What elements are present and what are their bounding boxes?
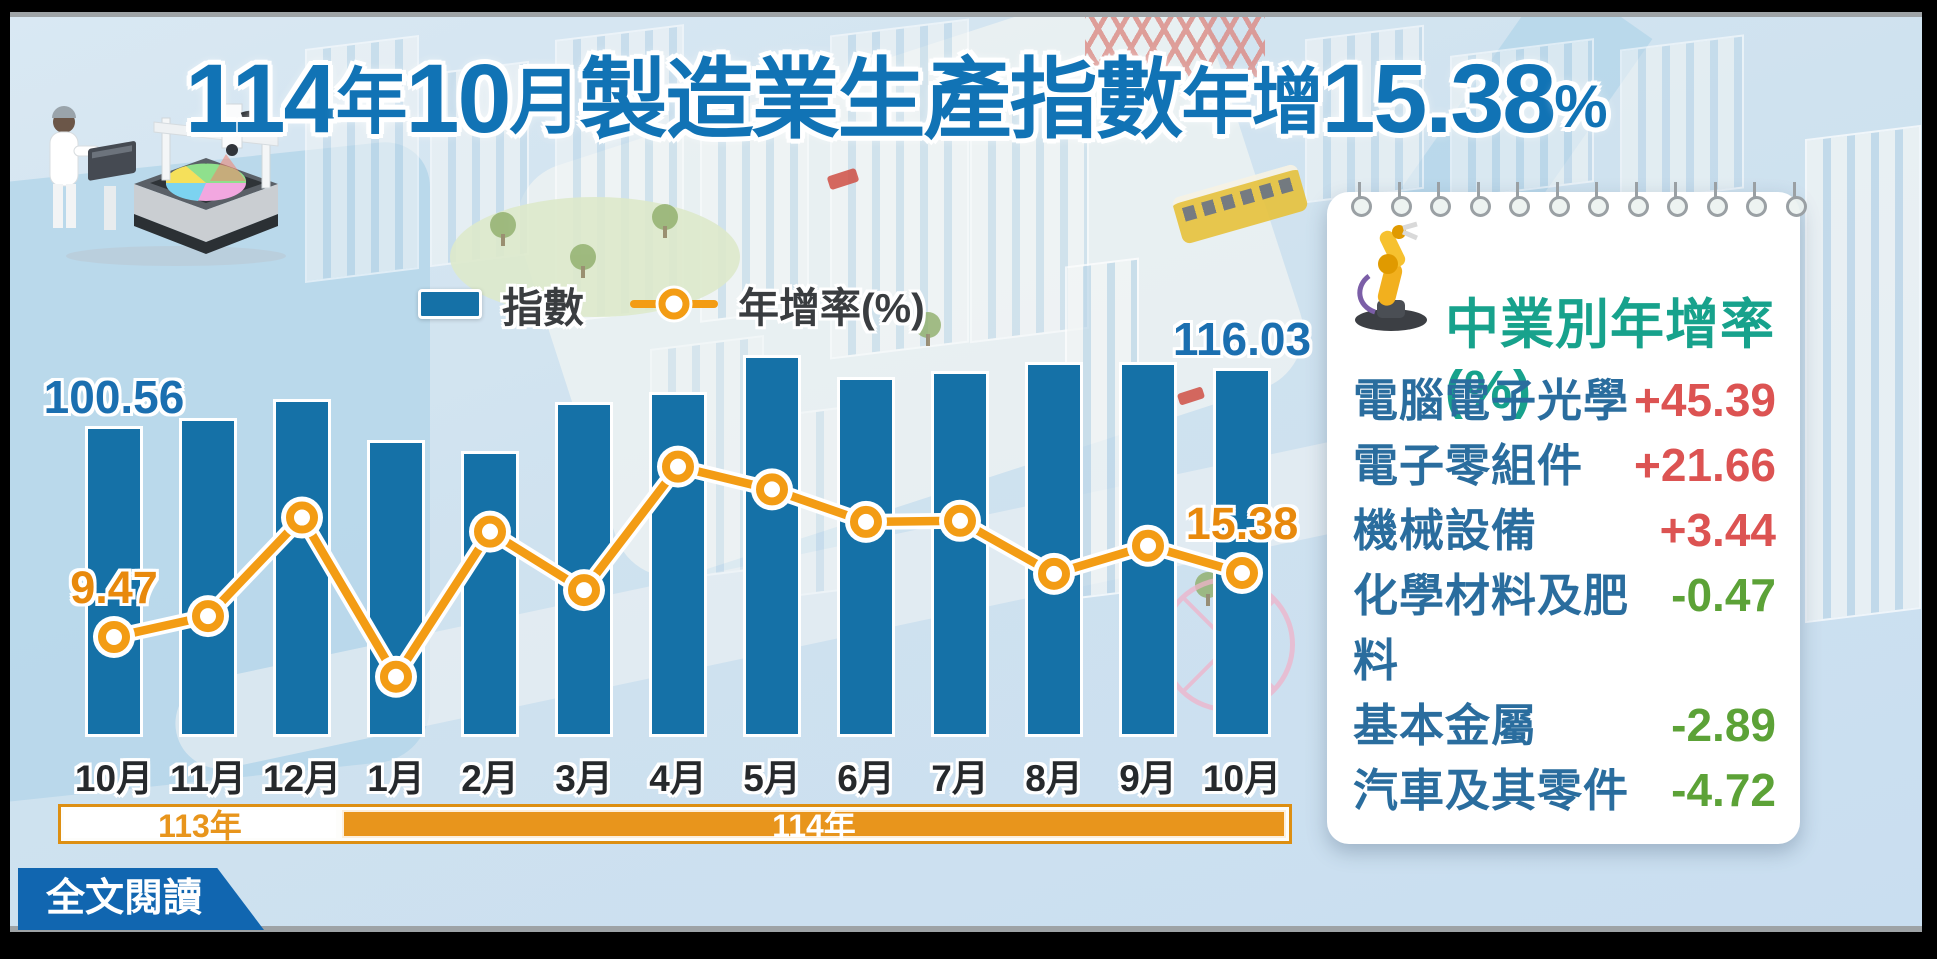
title-segment: 15.38 xyxy=(1321,44,1556,153)
bg-building xyxy=(1805,124,1921,624)
title-segment: 月 xyxy=(509,63,581,143)
title-segment: 製造業生產指數 xyxy=(579,50,1183,149)
notebook-ring xyxy=(1548,182,1570,217)
month-label: 12月 xyxy=(262,758,342,799)
industry-value: -2.89 xyxy=(1671,699,1776,751)
month-label: 10月 xyxy=(1202,758,1282,799)
bar-legend-swatch xyxy=(418,289,482,319)
index-bar-7月 xyxy=(931,371,989,737)
month-label: 6月 xyxy=(837,758,895,799)
yoy-value-label: 9.47 xyxy=(70,562,158,613)
wafer-machine-illustration xyxy=(49,103,286,266)
notebook-ring xyxy=(1430,182,1451,217)
notebook-ring xyxy=(1469,182,1491,217)
month-label: 8月 xyxy=(1025,758,1083,799)
month-label: 4月 xyxy=(649,758,707,799)
title-segment: 年 xyxy=(335,63,408,143)
panel-header: 中業別年增率(%) xyxy=(1445,295,1775,420)
year-axis: 113年 114年 xyxy=(58,804,1292,844)
bar-legend-label: 指數 xyxy=(502,285,584,331)
bg-tree xyxy=(915,312,941,346)
industry-name: 機械設備 xyxy=(1353,505,1538,556)
month-label: 5月 xyxy=(743,758,801,799)
index-bar-9月 xyxy=(1119,362,1177,737)
robot-arm-icon xyxy=(1355,221,1427,331)
industry-row: 化學材料及肥料 -0.47 xyxy=(1353,559,1776,689)
month-label: 2月 xyxy=(461,758,519,799)
industry-name: 電子零組件 xyxy=(1353,440,1584,491)
title-segment: 114 xyxy=(185,44,337,153)
industry-row: 電子零組件 +21.66 xyxy=(1353,429,1776,494)
industry-value: -4.72 xyxy=(1671,764,1776,816)
notebook-ring xyxy=(1509,182,1530,217)
bar-value-label: 116.03 xyxy=(1172,312,1312,365)
read-more-button[interactable]: 全文閱讀 xyxy=(18,868,264,930)
index-bar-12月 xyxy=(273,398,331,737)
page-title: 114 年 10 月製造業生產指數 年增 15.38% xyxy=(185,44,1608,153)
index-bar-1月 xyxy=(367,440,425,737)
industry-row: 基本金屬 -2.89 xyxy=(1353,689,1776,754)
month-label: 11月 xyxy=(169,758,247,799)
industry-name: 電腦電子光學 xyxy=(1353,375,1630,426)
industry-panel: 中業別年增率(%) 電腦電子光學 +45.39 電子零組件 +21.66 機械設備 +3.… xyxy=(1327,182,1807,844)
index-bar-10月 xyxy=(1213,367,1271,737)
bg-tree xyxy=(652,204,678,238)
industry-name: 汽車及其零件 xyxy=(1353,765,1630,816)
notebook-ring xyxy=(1746,182,1767,217)
month-label: 10月 xyxy=(74,758,154,799)
industry-name: 基本金屬 xyxy=(1353,700,1538,751)
notebook-ring xyxy=(1667,182,1688,217)
notebook-ring xyxy=(1390,182,1412,217)
year-band-113: 113年 xyxy=(64,808,336,844)
industry-value: +45.39 xyxy=(1634,374,1776,426)
index-bar-8月 xyxy=(1025,362,1083,737)
title-segment: 10 xyxy=(405,44,512,153)
bg-bridge xyxy=(1085,12,1265,77)
index-bar-2月 xyxy=(461,450,519,737)
industry-row: 電腦電子光學 +45.39 xyxy=(1353,364,1776,429)
industry-row: 機械設備 +3.44 xyxy=(1353,494,1776,559)
month-label: 7月 xyxy=(931,758,989,799)
month-label: 1月 xyxy=(367,758,425,799)
industry-value: +21.66 xyxy=(1634,439,1776,491)
index-bar-3月 xyxy=(555,401,613,737)
industry-rows: 電腦電子光學 +45.39 電子零組件 +21.66 機械設備 +3.44 化學材料及肥料 -… xyxy=(1353,364,1776,816)
yoy-value-label: 15.38 xyxy=(1185,497,1299,549)
background-cityscape xyxy=(10,12,1922,932)
bottom-gray-strip xyxy=(10,926,1922,932)
line-legend-label: 年增率(%) xyxy=(738,285,925,331)
notebook-ring xyxy=(1627,182,1649,217)
title-segment: % xyxy=(1554,73,1607,140)
title-segment: 年增 xyxy=(1181,63,1323,143)
bg-building xyxy=(1620,34,1744,204)
bg-tree xyxy=(490,212,516,246)
industry-name: 化學材料及肥料 xyxy=(1353,570,1630,686)
chart-legend: 指數 年增率(%) xyxy=(418,274,925,334)
notebook-ring xyxy=(1351,182,1372,217)
notebook-ring xyxy=(1706,182,1728,217)
month-label: 9月 xyxy=(1119,758,1177,799)
month-label: 3月 xyxy=(555,758,613,799)
year-band-114: 114年 xyxy=(342,808,1286,844)
industry-value: -0.47 xyxy=(1671,569,1776,621)
notebook-ring xyxy=(1588,182,1609,217)
industry-value: +3.44 xyxy=(1659,504,1776,556)
index-bar-4月 xyxy=(649,392,707,737)
top-gray-strip xyxy=(10,12,1922,17)
line-legend-mark xyxy=(630,288,718,320)
index-bar-6月 xyxy=(837,377,895,737)
bar-value-label: 100.56 xyxy=(43,371,185,423)
notebook-ring xyxy=(1785,182,1807,217)
bg-tree xyxy=(570,244,596,278)
index-bar-11月 xyxy=(179,417,237,737)
industry-row: 汽車及其零件 -4.72 xyxy=(1353,754,1776,819)
index-bar-5月 xyxy=(743,354,801,737)
